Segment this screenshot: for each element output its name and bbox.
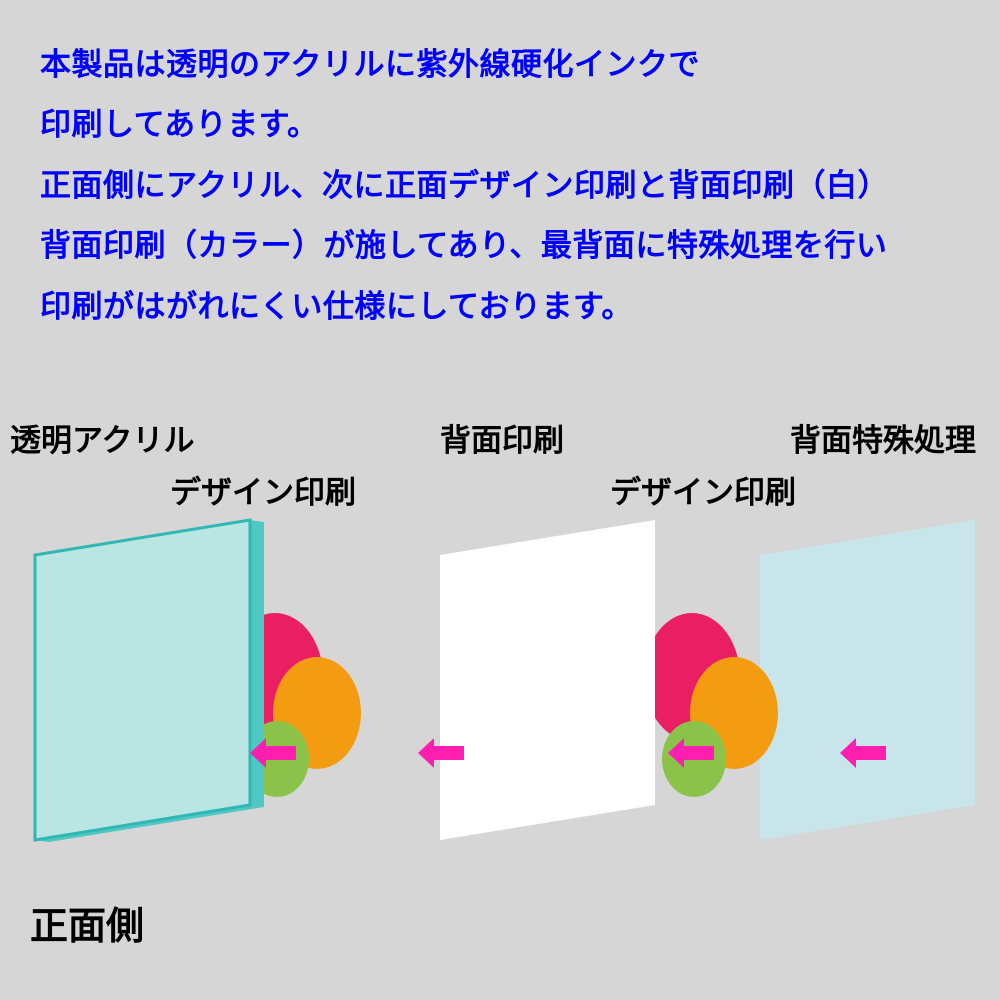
panel-acrylic	[35, 520, 264, 842]
desc-line: 本製品は透明のアクリルに紫外線硬化インクで	[40, 35, 889, 95]
description-text: 本製品は透明のアクリルに紫外線硬化インクで 印刷してあります。 正面側にアクリル…	[40, 35, 889, 337]
panel-white	[440, 520, 655, 840]
desc-line: 印刷がはがれにくい仕様にしております。	[40, 277, 889, 337]
label-front-side: 正面側	[30, 895, 144, 950]
panel-back-special	[760, 520, 975, 840]
desc-line: 背面印刷（カラー）が施してあり、最背面に特殊処理を行い	[40, 216, 889, 276]
diagram-svg	[0, 415, 1000, 895]
design-blobs-2	[644, 613, 778, 797]
desc-line: 正面側にアクリル、次に正面デザイン印刷と背面印刷（白）	[40, 156, 889, 216]
layer-diagram: 透明アクリル デザイン印刷 背面印刷 デザイン印刷 背面特殊処理	[0, 415, 1000, 895]
desc-line: 印刷してあります。	[40, 95, 889, 155]
